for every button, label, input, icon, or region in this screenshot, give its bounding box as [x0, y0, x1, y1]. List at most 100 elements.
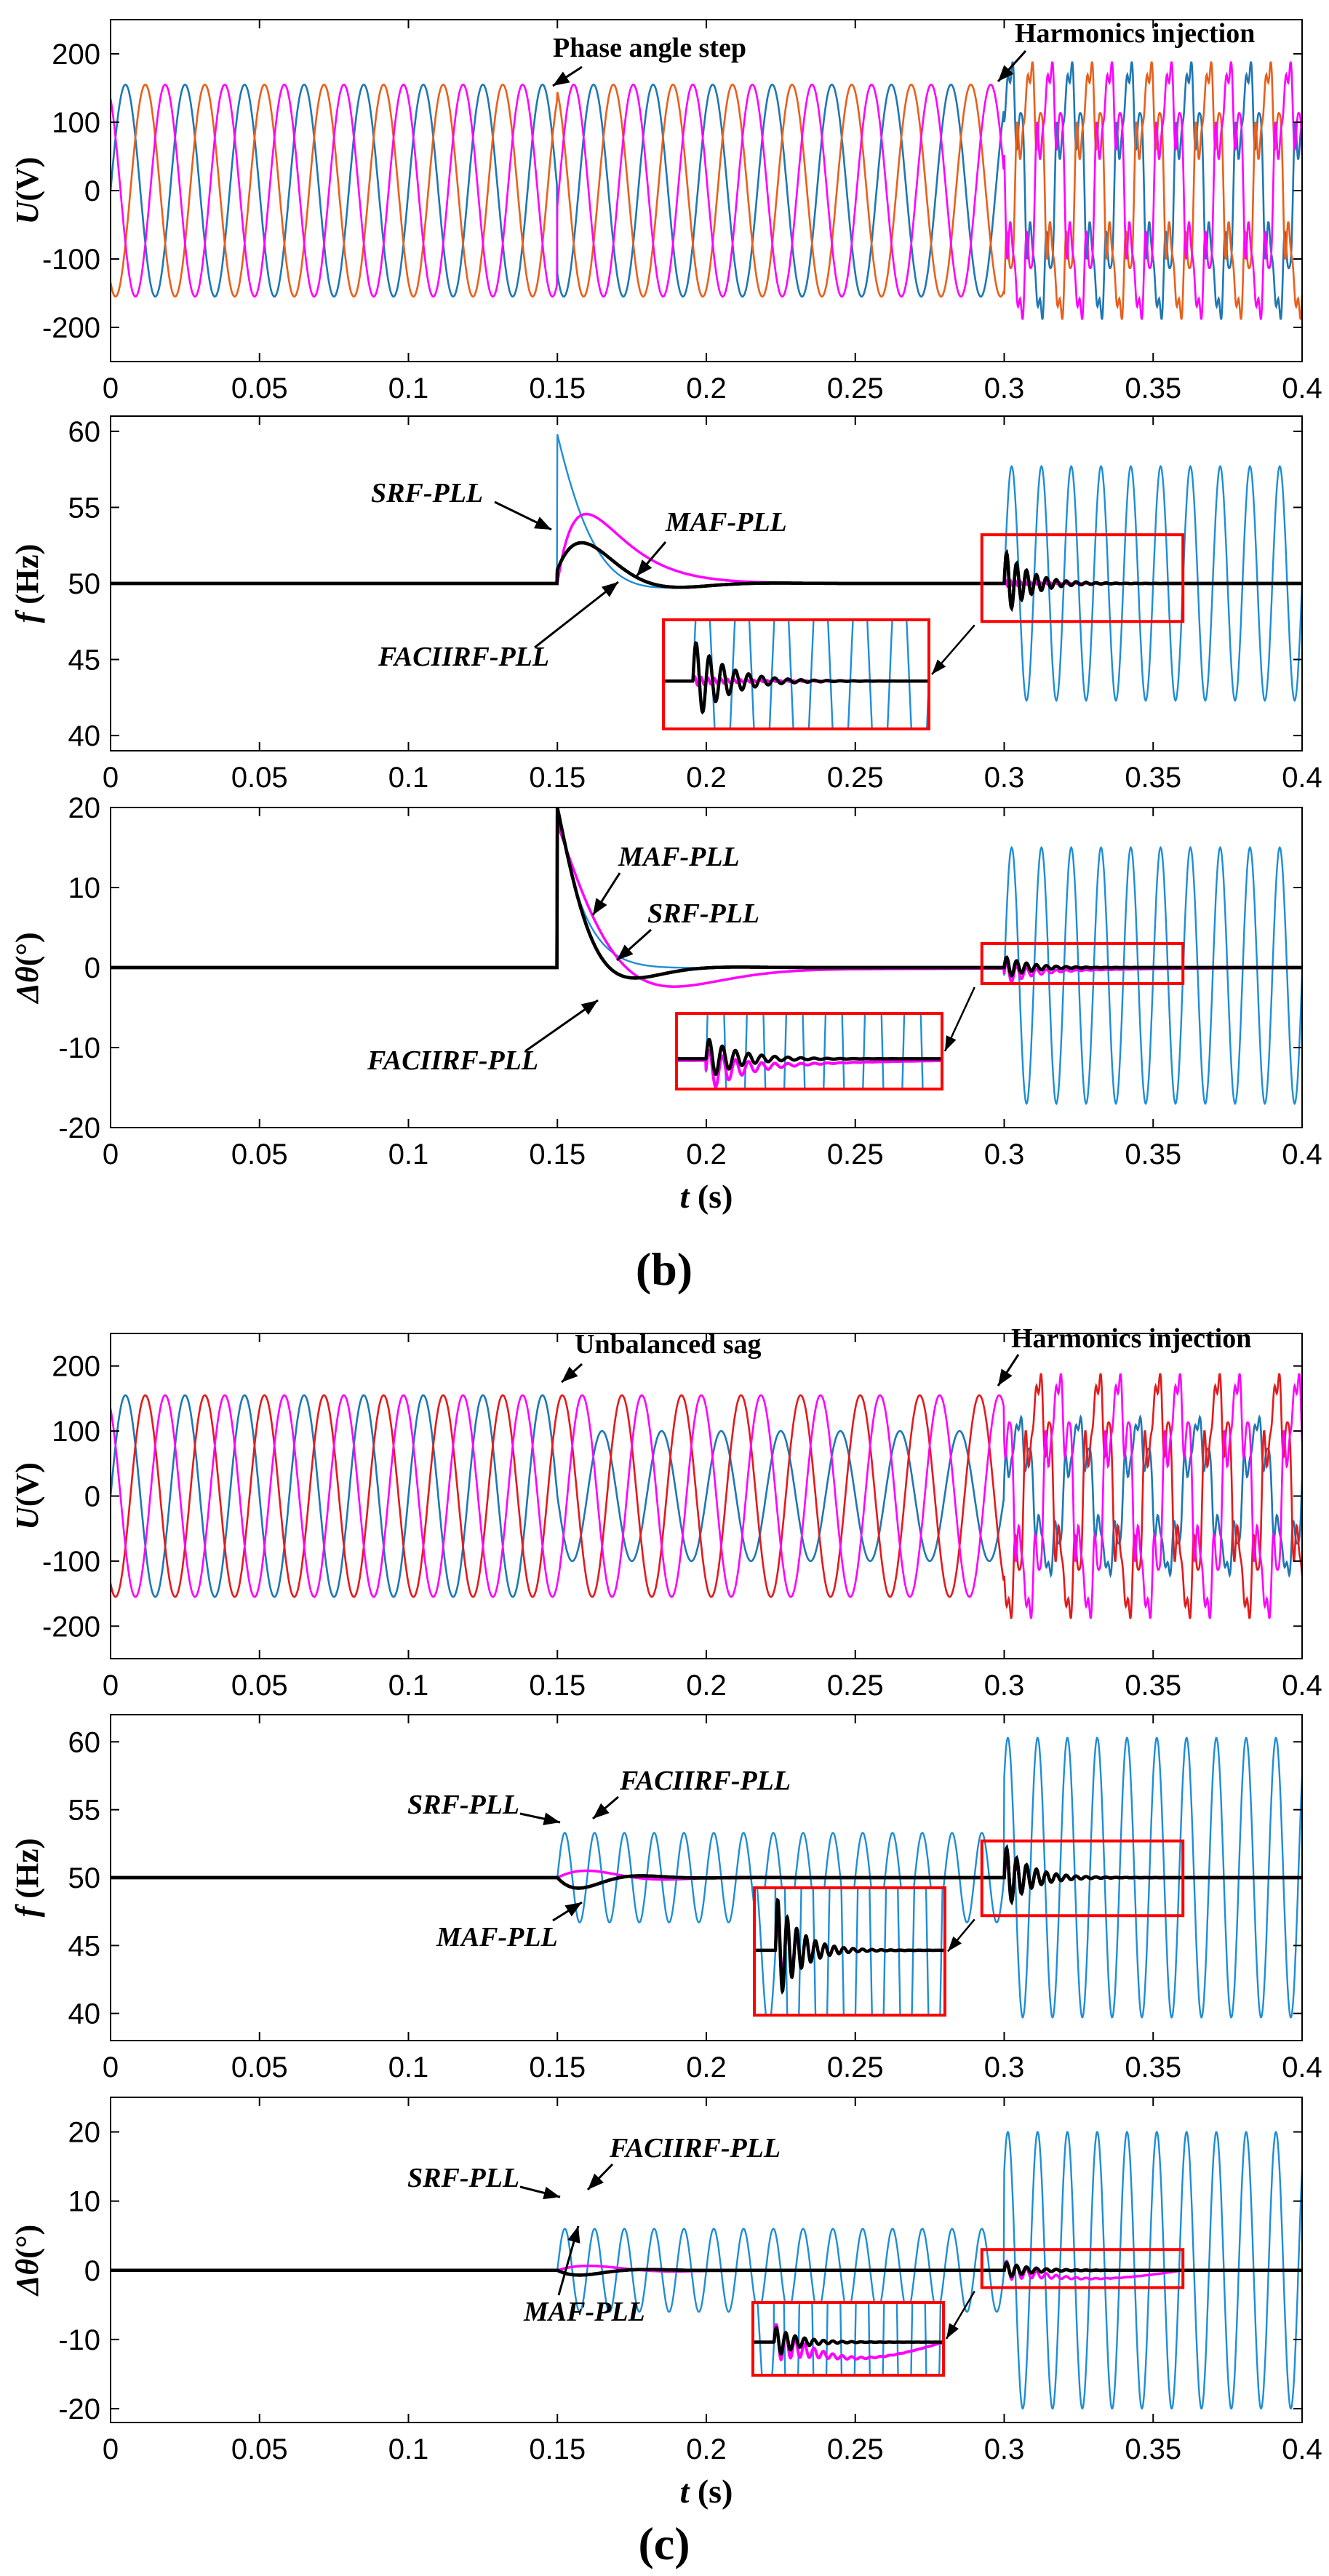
zoom-arrow-head: [932, 659, 946, 674]
chart-b-frequency: 0 0.05 0.1 0.15 0.2 0.25 0.3 0.35 0.4 60 55 50 45 40 f…: [9, 415, 1322, 794]
y-tick-label: 200: [52, 39, 100, 71]
annotation-arrow-head: [588, 2173, 604, 2190]
y-tick-label: 100: [52, 1416, 100, 1448]
zoom-series-2: [663, 641, 929, 715]
x-tick-label: 0.05: [231, 1670, 288, 1702]
y-tick-label: 55: [68, 492, 101, 524]
x-tick-label: 0: [103, 2051, 119, 2083]
x-tick-label: 0.25: [827, 762, 884, 794]
panel-label-c: (c): [638, 2518, 690, 2569]
x-tick-label: 0.15: [529, 1670, 586, 1702]
zoom-inset-bg: [753, 2302, 943, 2375]
annotation-label: FACIIRF-PLL: [609, 2133, 781, 2164]
x-tick-label: 0.1: [388, 2433, 429, 2465]
x-tick-label: 0.4: [1282, 372, 1322, 404]
x-tick-label: 0.35: [1125, 1139, 1181, 1171]
x-tick-label: 0.15: [529, 2051, 586, 2083]
zoom-series-2: [677, 1037, 942, 1077]
x-tick-label: 0.25: [827, 2051, 884, 2083]
zoom-inset-frame: [675, 1012, 943, 1090]
series-line-2: [111, 808, 1302, 980]
y-tick-label: 50: [68, 568, 101, 600]
annotation-arrow-head: [564, 1902, 582, 1917]
annotation-label: MAF-PLL: [665, 507, 787, 538]
zoom-source-box: [980, 942, 1185, 985]
y-tick-label: 45: [68, 1930, 101, 1962]
x-tick-label: 0.3: [984, 2051, 1025, 2083]
y-tick-label: 50: [68, 1862, 101, 1894]
zoom-inset-frame: [751, 2301, 945, 2377]
x-tick-label: 0: [103, 762, 119, 794]
annotation-arrow-head: [998, 1368, 1013, 1386]
series-line-2-overlay: [111, 808, 1302, 980]
x-tick-label: 0.05: [231, 1139, 288, 1171]
x-tick-label: 0.3: [984, 2433, 1025, 2465]
series-line-0: [111, 61, 1302, 320]
x-tick-label: 0.05: [231, 2433, 288, 2465]
zoom-source-box: [980, 2248, 1185, 2289]
y-axis-label: f (Hz): [9, 1838, 45, 1918]
y-tick-label: 200: [52, 1351, 100, 1383]
x-axis-label: t (s): [680, 2473, 733, 2510]
x-tick-label: 0.1: [388, 2051, 429, 2083]
zoom-inset-plot: [754, 1888, 945, 2015]
zoom-inset-frame: [753, 1886, 946, 2017]
x-tick-label: 0: [103, 1139, 119, 1171]
y-tick-label: -10: [58, 2324, 100, 2356]
x-tick-label: 0.3: [984, 1139, 1025, 1171]
annotation-arrow-head: [562, 1366, 578, 1382]
y-tick-label: 55: [68, 1795, 101, 1827]
x-tick-label: 0.15: [529, 2433, 586, 2465]
chart-c-voltage: 0 0.05 0.1 0.15 0.2 0.25 0.3 0.35 0.4 200 100 0 -100…: [9, 1323, 1322, 1702]
annotation-label: Unbalanced sag: [575, 1329, 762, 1360]
zoom-inset-plot: [663, 620, 929, 729]
x-tick-label: 0.3: [984, 372, 1025, 404]
y-tick-label: 60: [68, 1726, 101, 1758]
x-tick-label: 0.35: [1125, 372, 1181, 404]
y-tick-label: -200: [42, 1611, 100, 1643]
x-tick-label: 0.35: [1125, 762, 1181, 794]
zoom-source-box: [980, 533, 1185, 623]
plot-area: [111, 434, 1302, 703]
annotation-label: Phase angle step: [553, 33, 746, 63]
series-line-2-overlay: [111, 2260, 1302, 2278]
x-tick-label: 0.1: [388, 762, 429, 794]
plot-area: [111, 1736, 1302, 2019]
x-tick-label: 0.25: [827, 1139, 884, 1171]
y-axis-label: Δθ(°): [9, 2225, 45, 2297]
y-tick-label: 40: [68, 1998, 101, 2030]
y-tick-label: 60: [68, 416, 101, 448]
y-tick-label: 0: [84, 1481, 100, 1513]
x-tick-label: 0.2: [686, 372, 727, 404]
annotation-label: SRF-PLL: [647, 898, 759, 929]
x-tick-label: 0.25: [827, 1670, 884, 1702]
x-tick-label: 0.35: [1125, 2051, 1181, 2083]
x-tick-label: 0.2: [686, 762, 727, 794]
x-tick-label: 0.15: [529, 372, 586, 404]
annotation-arrow-head: [543, 1812, 560, 1825]
zoom-inset-plot: [753, 2302, 943, 2375]
x-tick-label: 0.1: [388, 1670, 429, 1702]
plot-area: [111, 808, 1302, 1106]
x-tick-label: 0.05: [231, 372, 288, 404]
annotation-arrow-head: [593, 1803, 610, 1819]
zoom-source-box: [980, 1839, 1185, 1918]
y-tick-label: 0: [84, 175, 100, 207]
x-tick-label: 0.3: [984, 762, 1025, 794]
x-tick-label: 0.05: [231, 2051, 288, 2083]
series-line-2: [111, 61, 1302, 320]
y-tick-label: 0: [84, 2255, 100, 2287]
series-line-0: [111, 1394, 1302, 1598]
x-tick-label: 0.2: [686, 2051, 727, 2083]
x-tick-label: 0.1: [388, 372, 429, 404]
y-tick-label: 20: [68, 792, 101, 824]
x-tick-label: 0.05: [231, 762, 288, 794]
annotation-label: SRF-PLL: [371, 478, 483, 509]
annotation-arrow-head: [580, 1000, 598, 1016]
x-tick-label: 0.35: [1125, 2433, 1181, 2465]
x-tick-label: 0.15: [529, 762, 586, 794]
annotation-arrow-head: [593, 898, 607, 915]
y-tick-label: -20: [58, 1112, 100, 1144]
x-tick-label: 0.15: [529, 1139, 586, 1171]
